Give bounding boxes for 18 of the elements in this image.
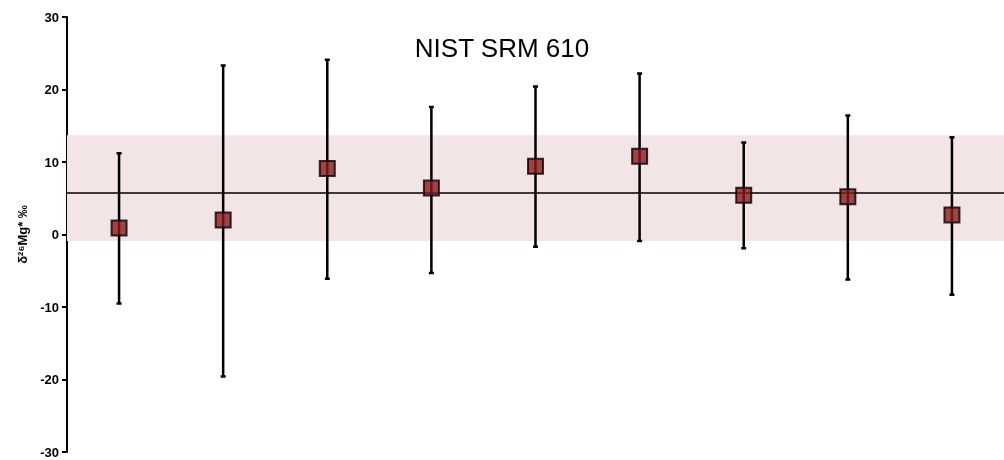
y-tick-label: 10 bbox=[44, 154, 59, 170]
point bbox=[943, 206, 961, 224]
y-tick-label: -10 bbox=[40, 299, 59, 315]
y-tick-label: 0 bbox=[51, 227, 59, 242]
point bbox=[735, 186, 753, 204]
y-axis-title: δ²⁶Mg* ‰ bbox=[15, 205, 30, 264]
y-tick-label: -30 bbox=[40, 444, 59, 460]
y-tick-label: 20 bbox=[44, 82, 59, 97]
y-tick-label: -20 bbox=[40, 372, 59, 387]
text: NIST SRM 610 bbox=[414, 33, 590, 63]
point bbox=[422, 179, 440, 197]
point bbox=[631, 147, 649, 165]
point bbox=[839, 188, 857, 206]
point bbox=[318, 160, 336, 178]
point bbox=[527, 157, 544, 175]
point bbox=[110, 219, 128, 237]
y-tick-label: 30 bbox=[44, 9, 59, 25]
point bbox=[214, 211, 232, 229]
